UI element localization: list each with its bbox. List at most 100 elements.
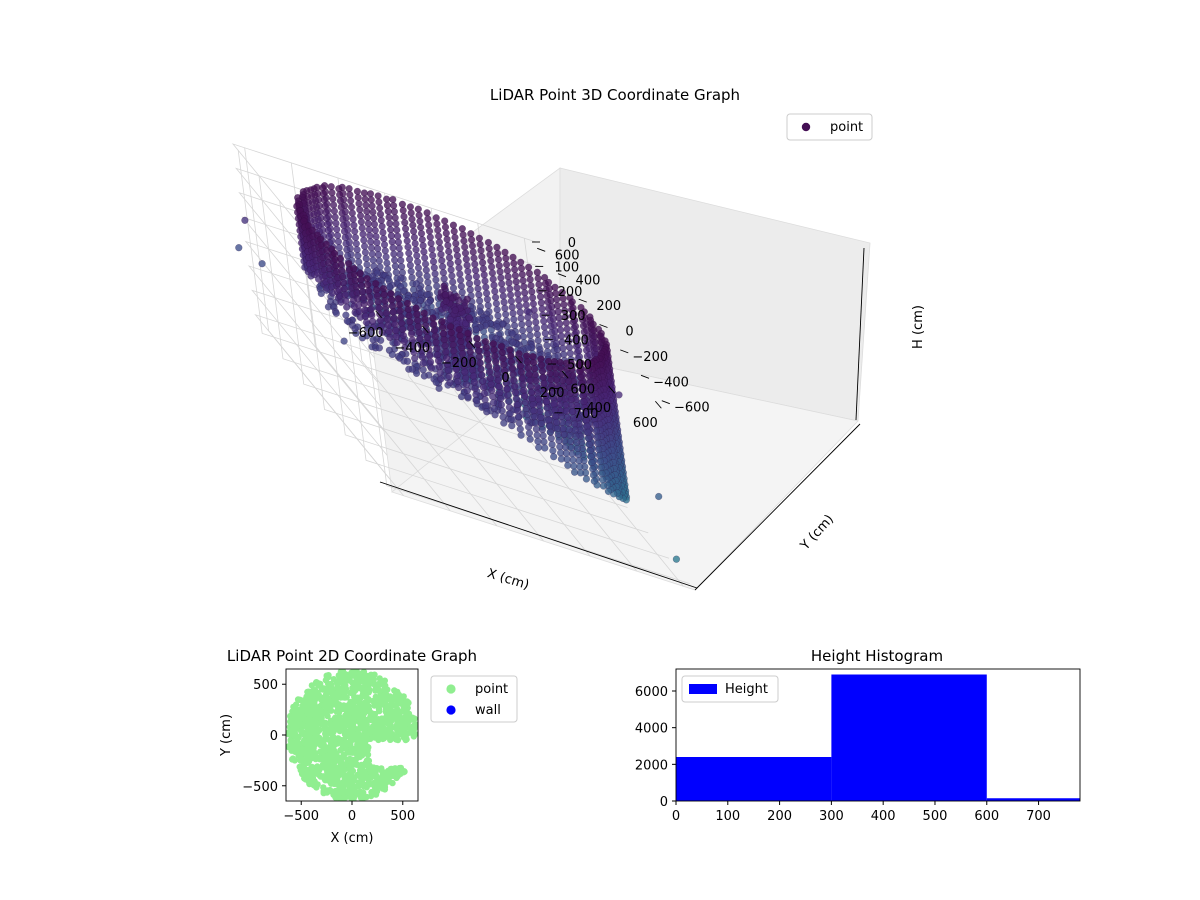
data-point-3d (420, 248, 428, 256)
data-point-2d (376, 707, 383, 715)
data-point-3d (342, 311, 350, 319)
data-point-2d (387, 720, 394, 728)
histogram-bar (986, 798, 1080, 801)
data-point-3d (358, 334, 367, 342)
data-point-3d (498, 348, 506, 357)
data-point-3d (599, 482, 608, 490)
data-point-3d (338, 266, 346, 275)
data-point-2d (340, 752, 347, 759)
data-point-3d (349, 215, 357, 223)
data-point-3d (379, 228, 387, 237)
legend-histogram: Height (681, 675, 779, 703)
data-point-3d (406, 203, 415, 211)
data-point-3d (316, 235, 325, 243)
data-point-3d (506, 285, 514, 293)
data-point-3d (467, 230, 475, 238)
data-point-3d (363, 260, 371, 269)
data-point-3d (412, 280, 420, 288)
data-point-3d (385, 213, 393, 222)
data-point-3d (505, 279, 513, 287)
data-point-3d (562, 407, 571, 415)
data-point-2d (389, 772, 397, 779)
y-tick-mark-3d (578, 298, 587, 303)
data-point-3d (582, 475, 591, 483)
y-tick-label-histogram: 0 (660, 795, 668, 810)
data-point-3d (445, 247, 453, 256)
data-point-3d (556, 443, 564, 451)
z-tick-label-3d: 500 (567, 358, 592, 373)
data-point-2d (349, 767, 357, 775)
data-point-2d (382, 687, 389, 695)
data-point-2d (349, 684, 356, 692)
y-tick-label-2d: −500 (242, 780, 278, 795)
data-point-3d (394, 295, 403, 303)
data-point-3d (514, 290, 522, 298)
data-point-3d (426, 233, 434, 241)
data-point-3d (515, 350, 523, 358)
data-point-3d (308, 226, 316, 234)
data-point-3d (562, 401, 570, 409)
y-tick-label-histogram: 2000 (635, 758, 668, 773)
data-point-2d (304, 706, 311, 713)
data-point-3d (380, 234, 388, 243)
data-point-3d (440, 275, 448, 283)
data-point-2d (362, 743, 369, 750)
data-point-3d (322, 240, 330, 248)
data-point-2d (359, 692, 366, 699)
data-point-3d (485, 362, 493, 370)
data-point-3d (499, 354, 507, 363)
data-point-3d (333, 231, 342, 240)
data-point-2d (310, 699, 317, 707)
data-point-3d (417, 223, 425, 232)
data-point-3d (448, 272, 456, 280)
data-point-3d (463, 261, 471, 269)
data-point-3d (485, 368, 494, 376)
data-point-3d (359, 230, 367, 238)
data-point-3d (489, 340, 498, 348)
data-point-3d (460, 237, 468, 245)
data-point-3d (565, 425, 573, 434)
data-point-3d (525, 429, 534, 437)
data-point-3d (398, 319, 406, 327)
data-point-3d (351, 227, 359, 236)
data-point-2d (340, 740, 347, 748)
x-tick-label-histogram: 700 (1026, 809, 1051, 824)
data-point-3d (520, 392, 529, 401)
data-point-3d (395, 244, 403, 252)
x-tick-label-3d: 200 (540, 386, 565, 401)
data-point-3d (500, 361, 508, 369)
data-point-3d (453, 371, 461, 380)
data-point-3d (585, 372, 593, 380)
data-point-3d (389, 244, 397, 252)
data-point-2d (296, 721, 303, 729)
data-point-3d (510, 265, 519, 274)
data-point-3d (469, 248, 477, 256)
data-point-3d (525, 319, 533, 327)
data-point-3d (599, 476, 607, 484)
data-point-2d (332, 768, 339, 775)
x-tick-label-histogram: 500 (923, 809, 948, 824)
data-point-2d (337, 669, 345, 675)
data-point-3d (398, 200, 407, 208)
data-point-2d (356, 772, 363, 780)
data-point-3d (346, 191, 354, 199)
data-point-2d (327, 680, 335, 688)
data-point-3d (357, 275, 365, 284)
data-point-3d (479, 265, 488, 273)
data-point-3d (550, 453, 558, 461)
data-point-2d (336, 727, 343, 735)
x-axis-label-2d: X (cm) (331, 831, 374, 846)
data-point-2d (305, 718, 312, 725)
data-point-3d (535, 280, 543, 289)
data-point-3d (465, 313, 473, 322)
data-point-3d (369, 208, 377, 216)
data-point-3d (336, 197, 345, 205)
data-point-3d (461, 249, 470, 257)
data-point-3d (548, 440, 556, 449)
data-point-3d (470, 378, 478, 386)
data-point-3d (433, 220, 441, 228)
grid-line-y (258, 175, 587, 458)
data-point-3d (537, 355, 545, 363)
data-point-2d (327, 707, 335, 714)
data-point-2d (394, 706, 401, 713)
